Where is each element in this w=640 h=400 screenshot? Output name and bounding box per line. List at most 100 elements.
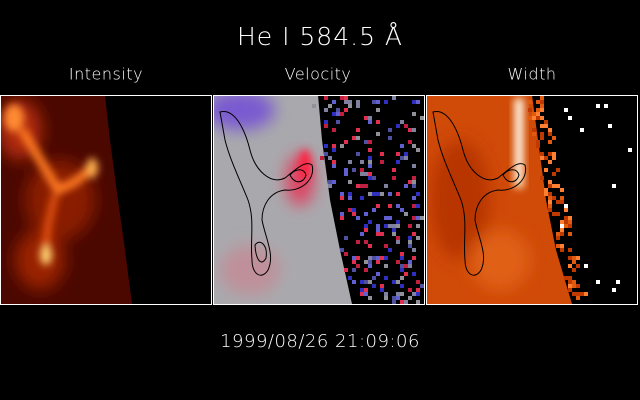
noise-pixel: [416, 148, 420, 152]
noise-pixel: [552, 136, 556, 140]
noise-pixel: [416, 300, 420, 304]
noise-pixel: [396, 192, 400, 196]
noise-pixel: [344, 236, 348, 240]
noise-pixel: [412, 100, 416, 104]
noise-pixel: [368, 260, 372, 264]
noise-pixel: [396, 124, 400, 128]
noise-pixel: [380, 288, 384, 292]
noise-pixel: [360, 232, 364, 236]
noise-pixel: [564, 216, 568, 220]
noise-pixel: [560, 196, 564, 200]
noise-pixel: [332, 144, 336, 148]
noise-pixel: [392, 96, 396, 100]
noise-pixel: [392, 176, 396, 180]
noise-pixel: [572, 256, 576, 260]
noise-pixel: [556, 232, 560, 236]
panel-frame: [213, 95, 425, 305]
noise-pixel: [320, 156, 324, 160]
noise-pixel: [352, 280, 356, 284]
noise-pixel: [408, 128, 412, 132]
contour: [432, 111, 527, 276]
noise-pixel: [368, 264, 372, 268]
noise-pixel: [356, 216, 360, 220]
noise-pixel: [324, 120, 328, 124]
noise-pixel: [576, 296, 580, 300]
noise-pixel: [576, 264, 580, 268]
noise-pixel: [364, 212, 368, 216]
noise-pixel: [552, 196, 556, 200]
noise-pixel: [324, 152, 328, 156]
noise-pixel: [560, 200, 564, 204]
noise-pixel: [560, 248, 564, 252]
noise-pixel: [560, 232, 564, 236]
noise-pixel: [400, 156, 404, 160]
noise-pixel: [360, 160, 364, 164]
noise-pixel: [344, 100, 348, 104]
noise-pixel: [404, 264, 408, 268]
noise-pixel: [392, 296, 396, 300]
noise-pixel: [408, 296, 412, 300]
noise-pixel: [384, 216, 388, 220]
noise-pixel: [392, 280, 396, 284]
noise-pixel: [616, 280, 620, 284]
noise-pixel: [608, 124, 612, 128]
noise-pixel: [536, 112, 540, 116]
panel-label: Velocity: [285, 65, 352, 84]
noise-pixel: [412, 204, 416, 208]
noise-pixel: [556, 212, 560, 216]
noise-pixel: [332, 148, 336, 152]
noise-pixel: [352, 208, 356, 212]
noise-pixel: [340, 144, 344, 148]
noise-pixel: [568, 280, 572, 284]
noise-pixel: [412, 184, 416, 188]
noise-pixel: [388, 204, 392, 208]
noise-pixel: [352, 260, 356, 264]
noise-pixel: [536, 116, 540, 120]
noise-pixel: [560, 244, 564, 248]
noise-pixel: [408, 288, 412, 292]
noise-pixel: [548, 140, 552, 144]
noise-pixel: [356, 264, 360, 268]
noise-pixel: [568, 284, 572, 288]
noise-pixel: [400, 144, 404, 148]
panel-label: Intensity: [69, 65, 143, 84]
noise-pixel: [404, 300, 408, 304]
noise-pixel: [376, 120, 380, 124]
noise-pixel: [396, 152, 400, 156]
noise-pixel: [548, 152, 552, 156]
noise-pixel: [540, 100, 544, 104]
noise-pixel: [400, 208, 404, 212]
intensity-map: [1, 96, 132, 304]
noise-pixel: [376, 204, 380, 208]
noise-pixel: [376, 192, 380, 196]
noise-pixel: [416, 192, 420, 196]
noise-pixel: [412, 196, 416, 200]
noise-pixel: [388, 128, 392, 132]
noise-pixel: [544, 188, 548, 192]
contour: [502, 169, 520, 183]
noise-pixel: [332, 160, 336, 164]
noise-pixel: [324, 124, 328, 128]
noise-pixel: [416, 216, 420, 220]
noise-pixel: [380, 256, 384, 260]
noise-pixel: [404, 272, 408, 276]
noise-pixel: [324, 144, 328, 148]
noise-pixel: [368, 176, 372, 180]
noise-pixel: [408, 244, 412, 248]
noise-pixel: [364, 292, 368, 296]
noise-pixel: [356, 136, 360, 140]
noise-pixel: [368, 116, 372, 120]
noise-pixel: [368, 256, 372, 260]
noise-pixel: [540, 132, 544, 136]
noise-pixel: [404, 184, 408, 188]
noise-pixel: [340, 212, 344, 216]
noise-pixel: [348, 160, 352, 164]
noise-pixel: [360, 292, 364, 296]
noise-pixel: [376, 260, 380, 264]
noise-pixel: [404, 124, 408, 128]
noise-pixel: [344, 252, 348, 256]
noise-pixel: [344, 172, 348, 176]
noise-pixel: [416, 100, 420, 104]
noise-pixel: [344, 140, 348, 144]
noise-pixel: [576, 284, 580, 288]
